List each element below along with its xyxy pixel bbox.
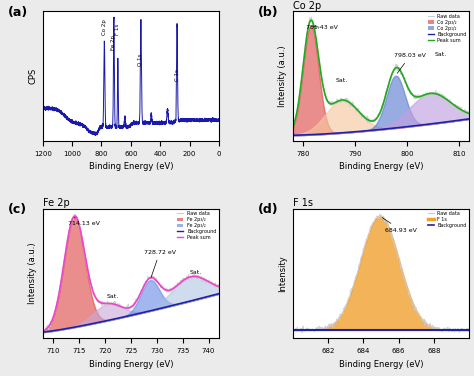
Text: 684.93 eV: 684.93 eV	[382, 218, 417, 233]
Text: (c): (c)	[8, 203, 27, 217]
Text: Sat.: Sat.	[435, 52, 447, 57]
Text: Fe 2p: Fe 2p	[43, 198, 69, 208]
Text: (a): (a)	[8, 6, 27, 19]
Text: Co 2p: Co 2p	[293, 0, 321, 11]
Text: 728.72 eV: 728.72 eV	[144, 250, 176, 277]
Y-axis label: Intensity: Intensity	[278, 255, 287, 292]
Text: F 1s: F 1s	[293, 198, 313, 208]
Text: 781.43 eV: 781.43 eV	[306, 25, 338, 30]
Text: C 1s: C 1s	[174, 70, 180, 81]
Text: 714.13 eV: 714.13 eV	[68, 217, 100, 226]
Text: 798.03 eV: 798.03 eV	[394, 53, 426, 73]
Text: Sat.: Sat.	[107, 294, 119, 299]
Text: F 1s: F 1s	[115, 23, 120, 35]
Legend: Raw data, Co 2p₃/₂, Co 2p₁/₂, Background, Peak sum: Raw data, Co 2p₃/₂, Co 2p₁/₂, Background…	[428, 14, 467, 42]
Legend: Raw data, F 1s, Background: Raw data, F 1s, Background	[428, 211, 467, 228]
Y-axis label: Intensity (a.u.): Intensity (a.u.)	[28, 243, 37, 304]
Legend: Raw data, Fe 2p₃/₂, Fe 2p₃/₂, Background, Peak sum: Raw data, Fe 2p₃/₂, Fe 2p₃/₂, Background…	[177, 211, 217, 240]
X-axis label: Binding Energy (eV): Binding Energy (eV)	[339, 360, 423, 369]
Text: O 1s: O 1s	[138, 53, 144, 66]
Text: Co 2p: Co 2p	[102, 19, 107, 35]
X-axis label: Binding Energy (eV): Binding Energy (eV)	[339, 162, 423, 171]
Text: Sat.: Sat.	[190, 270, 202, 275]
X-axis label: Binding Energy (eV): Binding Energy (eV)	[89, 360, 173, 369]
Y-axis label: Intensity (a.u.): Intensity (a.u.)	[278, 45, 287, 107]
Text: Sat.: Sat.	[336, 78, 348, 83]
Text: (b): (b)	[258, 6, 278, 19]
Text: Fe 2p: Fe 2p	[111, 35, 117, 50]
Y-axis label: CPS: CPS	[28, 68, 37, 84]
X-axis label: Binding Energy (eV): Binding Energy (eV)	[89, 162, 173, 171]
Text: (d): (d)	[258, 203, 278, 217]
